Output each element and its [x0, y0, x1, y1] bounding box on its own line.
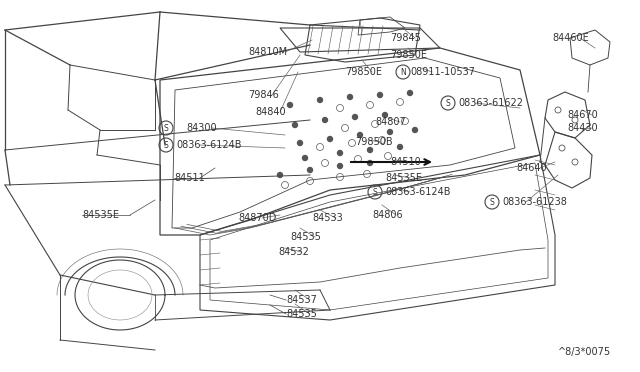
Text: 84840: 84840	[255, 107, 285, 117]
Circle shape	[383, 112, 387, 118]
Text: 84510: 84510	[390, 157, 420, 167]
Circle shape	[367, 148, 372, 153]
Circle shape	[337, 151, 342, 155]
Text: S: S	[372, 187, 378, 196]
Text: 84810M: 84810M	[248, 47, 287, 57]
Circle shape	[353, 115, 358, 119]
Text: 08363-6124B: 08363-6124B	[176, 140, 241, 150]
Text: 84300: 84300	[186, 123, 216, 133]
Text: ^8/3*0075: ^8/3*0075	[558, 347, 611, 357]
Circle shape	[337, 164, 342, 169]
Circle shape	[287, 103, 292, 108]
Circle shape	[358, 132, 362, 138]
Text: 08363-61622: 08363-61622	[458, 98, 523, 108]
Text: 84807: 84807	[375, 117, 406, 127]
Circle shape	[323, 118, 328, 122]
Text: 84535: 84535	[286, 309, 317, 319]
Text: 79850B: 79850B	[355, 137, 392, 147]
Text: 79845: 79845	[390, 33, 421, 43]
Text: 84640: 84640	[516, 163, 547, 173]
Text: 79850E: 79850E	[345, 67, 382, 77]
Text: 08363-6124B: 08363-6124B	[385, 187, 451, 197]
Text: 08911-10537: 08911-10537	[410, 67, 475, 77]
Circle shape	[387, 129, 392, 135]
Circle shape	[367, 160, 372, 166]
Text: 84535E: 84535E	[82, 210, 119, 220]
Circle shape	[303, 155, 307, 160]
Circle shape	[397, 144, 403, 150]
Text: 84537: 84537	[286, 295, 317, 305]
Text: 84533: 84533	[312, 213, 343, 223]
Text: 84806: 84806	[372, 210, 403, 220]
Text: 84532: 84532	[278, 247, 309, 257]
Text: 79850E: 79850E	[390, 50, 427, 60]
Text: 79846: 79846	[248, 90, 279, 100]
Circle shape	[298, 141, 303, 145]
Circle shape	[378, 93, 383, 97]
Circle shape	[278, 173, 282, 177]
Circle shape	[413, 128, 417, 132]
Text: 84460E: 84460E	[552, 33, 589, 43]
Text: S: S	[490, 198, 494, 206]
Text: 84535: 84535	[290, 232, 321, 242]
Text: N: N	[400, 67, 406, 77]
Text: 84670: 84670	[567, 110, 598, 120]
Circle shape	[408, 90, 413, 96]
Text: 84870D: 84870D	[238, 213, 276, 223]
Text: S: S	[164, 141, 168, 150]
Text: 84535E: 84535E	[385, 173, 422, 183]
Text: 84430: 84430	[567, 123, 598, 133]
Circle shape	[348, 94, 353, 99]
Text: S: S	[445, 99, 451, 108]
Circle shape	[307, 167, 312, 173]
Circle shape	[292, 122, 298, 128]
Text: S: S	[164, 124, 168, 132]
Text: 08363-61238: 08363-61238	[502, 197, 567, 207]
Text: 84511: 84511	[174, 173, 205, 183]
Circle shape	[328, 137, 333, 141]
Circle shape	[317, 97, 323, 103]
